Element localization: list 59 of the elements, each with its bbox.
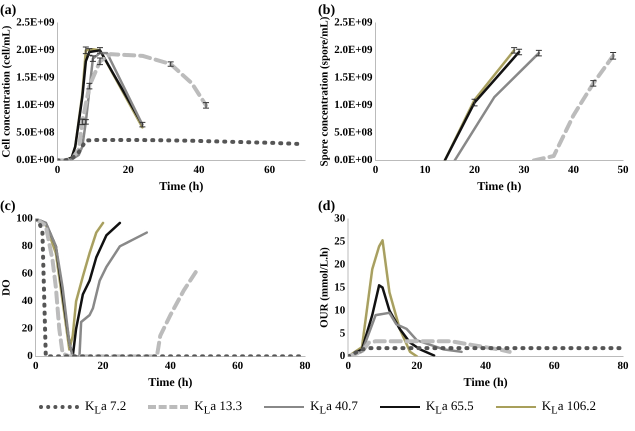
y-tick-label: 0 [340, 350, 346, 362]
y-tick-label: 20 [22, 322, 34, 335]
x-tick-label: 40 [480, 360, 492, 372]
y-axis-title: Cell concentration (cell/mL) [0, 25, 12, 158]
y-tick-label: 5.0E+08 [16, 126, 56, 139]
x-tick-label: 20 [469, 164, 481, 176]
legend-label: K$_{L}$a 7.2 [85, 398, 126, 417]
y-tick-label: 2.0E+09 [16, 44, 56, 56]
y-tick-label: 0.0E+00 [16, 154, 56, 166]
y-tick-label: 0 [27, 350, 34, 362]
chart-title: (d) [318, 199, 336, 214]
y-tick-label: 20 [334, 258, 346, 271]
y-tick-label: 1.5E+09 [16, 72, 56, 84]
x-tick-label: 20 [411, 360, 423, 372]
x-tick-label: 40 [193, 164, 205, 176]
x-tick-label: 80 [618, 360, 629, 372]
x-tick-label: 60 [264, 164, 276, 176]
y-tick-label: 2.0E+09 [334, 44, 374, 56]
x-tick-label: 60 [548, 360, 560, 372]
x-axis-title: Time (h) [477, 178, 522, 193]
y-axis-title: Spore concentration (spore/mL) [318, 16, 330, 167]
x-tick-label: 40 [568, 164, 580, 176]
y-tick-label: 2.5E+09 [334, 16, 374, 29]
x-tick-label: 30 [518, 164, 530, 176]
legend-label: K$_{L}$a 65.5 [426, 398, 474, 417]
x-axis-title: Time (h) [148, 374, 192, 389]
y-tick-label: 1.0E+09 [334, 99, 374, 112]
chart-title: (b) [318, 3, 336, 18]
x-tick-label: 60 [232, 360, 244, 372]
x-tick-label: 20 [122, 164, 134, 176]
legend-label: K$_{L}$a 13.3 [194, 398, 242, 417]
y-tick-label: 1.5E+09 [334, 72, 374, 84]
y-tick-label: 40 [22, 295, 34, 308]
y-tick-label: 30 [334, 212, 346, 225]
y-tick-label: 15 [334, 281, 346, 294]
y-tick-label: 5 [340, 327, 346, 340]
y-tick-label: 80 [22, 240, 34, 252]
y-tick-label: 2.5E+09 [16, 16, 56, 29]
y-axis-title: DO [0, 278, 12, 296]
x-tick-label: 80 [300, 360, 311, 372]
x-axis-title: Time (h) [159, 178, 204, 193]
chart-title: (a) [0, 3, 17, 18]
y-tick-label: 10 [334, 304, 346, 316]
x-tick-label: 10 [420, 164, 432, 176]
x-axis-title: Time (h) [464, 374, 508, 389]
x-tick-label: 50 [618, 164, 629, 176]
y-tick-label: 1.0E+09 [16, 99, 56, 112]
legend-label: K$_{L}$a 106.2 [542, 398, 596, 417]
y-tick-label: 5.0E+08 [334, 126, 374, 139]
legend-label: K$_{L}$a 40.7 [310, 398, 358, 417]
chart-title: (c) [0, 199, 16, 214]
y-axis-title: OUR (mmol/L.h) [318, 246, 330, 328]
y-tick-label: 100 [16, 212, 34, 225]
line-series [58, 138, 300, 160]
y-tick-label: 25 [334, 236, 346, 248]
x-tick-label: 40 [164, 360, 176, 372]
x-tick-label: 20 [98, 360, 110, 372]
y-tick-label: 0.0E+00 [334, 154, 374, 166]
y-tick-label: 60 [22, 268, 34, 280]
